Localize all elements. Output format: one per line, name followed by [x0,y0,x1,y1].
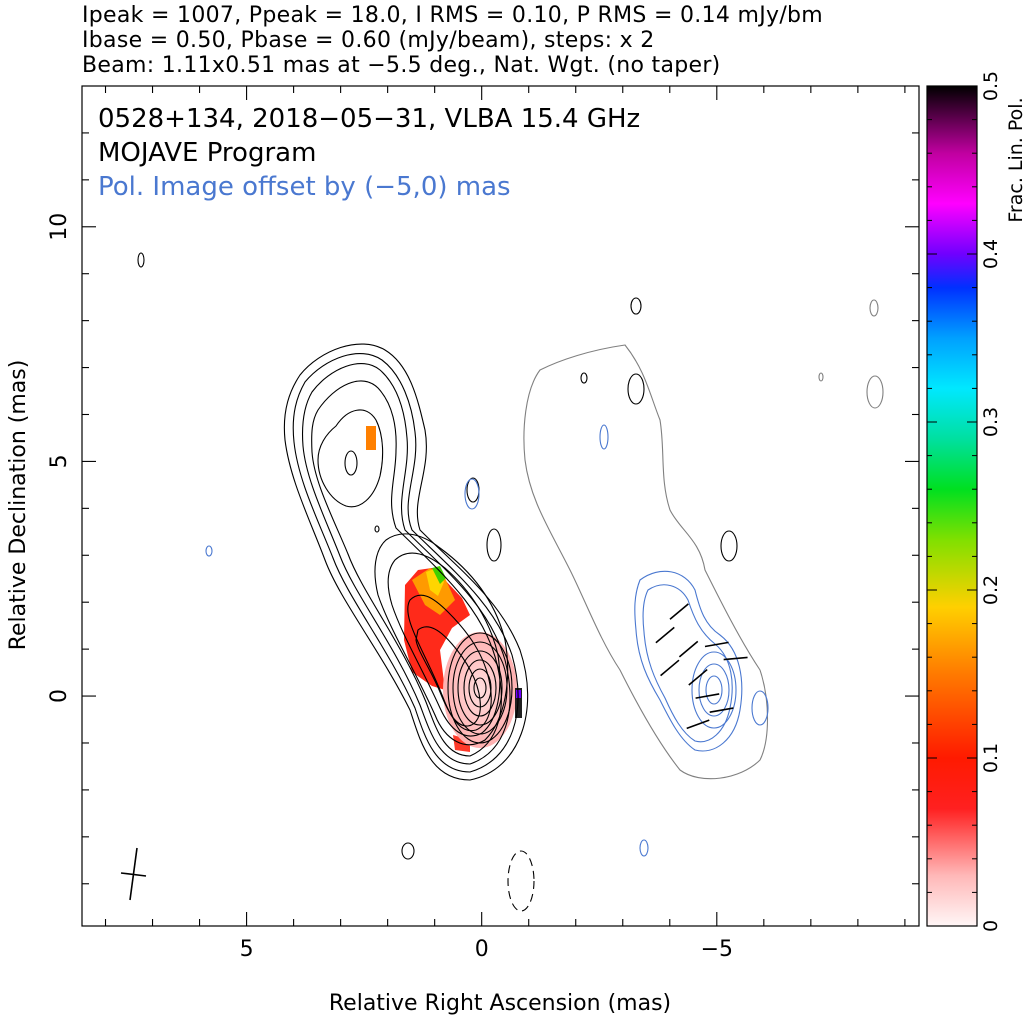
beam-marker [120,847,147,901]
evpa-vector [660,659,680,677]
y-tick-label: 10 [47,213,72,241]
header-line-1: Ipeak = 1007, Ppeak = 18.0, I RMS = 0.10… [82,3,824,28]
colorbar-tick-label: 0.3 [980,407,1002,437]
y-tick-label: 0 [47,689,72,703]
plot-frame [81,85,920,927]
fractional-polarization-map [366,426,522,752]
evpa-vector [678,640,699,658]
y-axis-label: Relative Declination (mas) [6,360,31,651]
axis-tick-labels: 5 0 −5 10 5 0 [47,213,733,962]
evpa-vector [688,668,708,686]
x-tick-label: 0 [475,937,489,962]
plot-title-line-1: 0528+134, 2018−05−31, VLBA 15.4 GHz [98,104,640,134]
header-line-3: Beam: 1.11x0.51 mas at −5.5 deg., Nat. W… [82,53,721,78]
evpa-vector [709,707,734,714]
polarization-image [205,299,884,857]
plot-title-line-3: Pol. Image offset by (−5,0) mas [98,172,511,202]
colorbar-label: Frac. Lin. Pol. [1005,97,1027,222]
evpa-vector [704,641,729,648]
evpa-vector [669,603,689,620]
evpa-vector [723,656,748,661]
x-axis-label: Relative Right Ascension (mas) [329,991,671,1016]
colorbar-tick-label: 0.5 [980,71,1002,101]
evpa-vector [655,626,675,644]
header-line-2: Ibase = 0.50, Pbase = 0.60 (mJy/beam), s… [82,28,655,53]
colorbar-ticks: 0 0.1 0.2 0.3 0.4 0.5 [927,71,1002,932]
colorbar-tick-label: 0.2 [980,575,1002,605]
colorbar-tick-label: 0.4 [980,239,1002,269]
colorbar [926,85,978,927]
y-tick-label: 5 [47,454,72,468]
colorbar-tick-label: 0.1 [980,743,1002,773]
plot-title-line-2: MOJAVE Program [98,138,316,168]
x-tick-label: −5 [701,937,733,962]
stokes-i-contours [137,252,738,912]
evpa-vector [695,693,720,699]
axis-ticks [82,86,919,926]
colorbar-tick-label: 0 [980,920,1002,932]
x-tick-label: 5 [240,937,254,962]
evpa-vectors [655,603,748,730]
evpa-vector [686,719,710,730]
